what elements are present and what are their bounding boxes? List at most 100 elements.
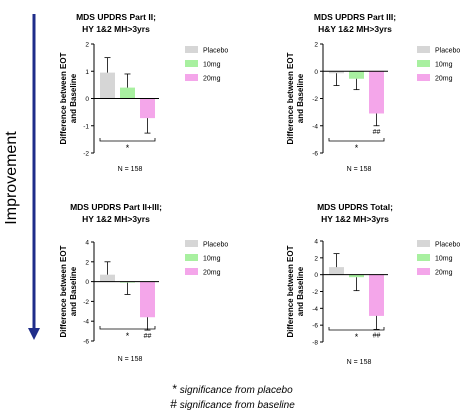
legend-swatch-20mg bbox=[185, 268, 198, 275]
y-tick-label: -2 bbox=[83, 299, 89, 306]
significance-bracket bbox=[328, 327, 385, 331]
bar-10mg bbox=[120, 87, 135, 99]
bar-20mg bbox=[369, 71, 384, 114]
chart-title-line: MDS UPDRS Part III; bbox=[314, 12, 396, 22]
y-tick-label: -4 bbox=[312, 123, 318, 130]
bar-20mg bbox=[140, 281, 155, 318]
legend-label-placebo: Placebo bbox=[203, 242, 228, 249]
legend-swatch-placebo bbox=[185, 46, 198, 53]
y-tick-label: 0 bbox=[85, 279, 89, 286]
significance-bracket bbox=[99, 326, 156, 330]
bar-10mg bbox=[349, 71, 364, 79]
legend-swatch-placebo bbox=[417, 46, 430, 53]
legend-label-20mg: 20mg bbox=[203, 76, 221, 83]
chart-title-line: MDS UPDRS Part II; bbox=[76, 12, 156, 22]
chart-title-line: MDS UPDRS Total; bbox=[317, 202, 393, 212]
baseline-significance-label: ## bbox=[144, 333, 152, 340]
legend-label-20mg: 20mg bbox=[435, 76, 453, 83]
significance-bracket bbox=[328, 138, 385, 142]
y-axis-label: and Baseline bbox=[69, 266, 78, 316]
improvement-label: Improvement bbox=[3, 131, 20, 225]
chart-panel-4: MDS UPDRS Total; HY 1&2 MH>3yrs Difference… bbox=[286, 202, 460, 366]
legend-label-10mg: 10mg bbox=[435, 256, 453, 263]
y-tick-label: 0 bbox=[314, 272, 318, 279]
legend-swatch-20mg bbox=[185, 74, 198, 81]
legend-label-20mg: 20mg bbox=[203, 270, 221, 277]
y-tick-label: 4 bbox=[85, 240, 89, 247]
placebo-significance-label: * bbox=[355, 332, 359, 342]
footnote-baseline: # significance from baseline bbox=[0, 397, 465, 411]
legend-label-10mg: 10mg bbox=[203, 62, 221, 69]
y-tick-label: -8 bbox=[312, 340, 318, 347]
sample-size-label: N = 158 bbox=[118, 166, 143, 173]
y-axis-label: Difference between EOT bbox=[59, 52, 68, 144]
y-axis-label: and Baseline bbox=[296, 73, 305, 123]
legend-label-10mg: 10mg bbox=[203, 256, 221, 263]
y-tick-label: 0 bbox=[314, 69, 318, 76]
legend-swatch-10mg bbox=[417, 254, 430, 261]
baseline-significance-label: ## bbox=[373, 332, 381, 339]
y-tick-label: -2 bbox=[312, 289, 318, 296]
y-tick-label: 2 bbox=[85, 42, 89, 49]
y-tick-label: 2 bbox=[314, 255, 318, 262]
y-tick-label: -2 bbox=[312, 96, 318, 103]
legend-swatch-10mg bbox=[185, 254, 198, 261]
chart-title-line: HY 1&2 MH>3yrs bbox=[82, 214, 150, 224]
y-tick-label: -6 bbox=[312, 323, 318, 330]
bar-10mg bbox=[349, 274, 364, 278]
legend-label-placebo: Placebo bbox=[435, 242, 460, 249]
placebo-significance-label: * bbox=[126, 143, 130, 153]
y-tick-label: 4 bbox=[314, 239, 318, 246]
improvement-arrow-head bbox=[28, 328, 40, 340]
bar-placebo bbox=[329, 267, 344, 275]
sample-size-label: N = 158 bbox=[347, 359, 372, 366]
chart-title-line: MDS UPDRS Part II+III; bbox=[70, 202, 162, 212]
baseline-significance-label: ## bbox=[373, 129, 381, 136]
y-tick-label: -1 bbox=[83, 123, 89, 130]
legend-swatch-20mg bbox=[417, 74, 430, 81]
y-axis-label: Difference between EOT bbox=[59, 245, 68, 337]
significance-bracket bbox=[99, 138, 156, 142]
chart-title-line: HY 1&2 MH>3yrs bbox=[321, 214, 389, 224]
y-axis-label: Difference between EOT bbox=[286, 52, 295, 144]
footnote-placebo-symbol: * bbox=[172, 382, 178, 396]
chart-title-line: HY 1&2 MH>3yrs bbox=[82, 24, 150, 34]
y-tick-label: -6 bbox=[83, 339, 89, 346]
y-tick-label: 1 bbox=[85, 69, 89, 76]
y-tick-label: 2 bbox=[314, 42, 318, 49]
y-axis-label: and Baseline bbox=[69, 73, 78, 123]
placebo-significance-label: * bbox=[126, 331, 130, 341]
legend-label-placebo: Placebo bbox=[435, 48, 460, 55]
legend-swatch-placebo bbox=[185, 240, 198, 247]
y-axis-label: and Baseline bbox=[296, 266, 305, 316]
bar-20mg bbox=[140, 98, 155, 119]
footnote-placebo-text: significance from placebo bbox=[179, 385, 293, 396]
y-tick-label: 0 bbox=[85, 96, 89, 103]
legend-label-placebo: Placebo bbox=[203, 48, 228, 55]
legend-swatch-placebo bbox=[417, 240, 430, 247]
bar-placebo bbox=[100, 274, 115, 282]
y-tick-label: -6 bbox=[312, 151, 318, 158]
bar-placebo bbox=[100, 72, 115, 99]
footnote-baseline-text: significance from baseline bbox=[179, 400, 295, 411]
footnote-placebo: * significance from placebo bbox=[0, 382, 465, 396]
chart-panel-3: MDS UPDRS Part II+III; HY 1&2 MH>3yrs Diff… bbox=[59, 202, 228, 363]
sample-size-label: N = 158 bbox=[118, 356, 143, 363]
y-tick-label: -2 bbox=[83, 151, 89, 158]
footnote-baseline-symbol: # bbox=[170, 397, 177, 411]
y-tick-label: -4 bbox=[83, 319, 89, 326]
chart-panel-1: MDS UPDRS Part II; HY 1&2 MH>3yrs Differen… bbox=[59, 12, 228, 173]
chart-panel-2: MDS UPDRS Part III; H&Y 1&2 MH>3yrs Differ… bbox=[286, 12, 460, 173]
sample-size-label: N = 158 bbox=[347, 166, 372, 173]
chart-title-line: H&Y 1&2 MH>3yrs bbox=[318, 24, 392, 34]
legend-swatch-20mg bbox=[417, 268, 430, 275]
y-axis-label: Difference between EOT bbox=[286, 245, 295, 337]
legend-swatch-10mg bbox=[185, 60, 198, 67]
legend-label-20mg: 20mg bbox=[435, 270, 453, 277]
bar-20mg bbox=[369, 274, 384, 316]
y-tick-label: 2 bbox=[85, 259, 89, 266]
y-tick-label: -4 bbox=[312, 306, 318, 313]
legend-label-10mg: 10mg bbox=[435, 62, 453, 69]
bar-placebo bbox=[329, 71, 344, 74]
